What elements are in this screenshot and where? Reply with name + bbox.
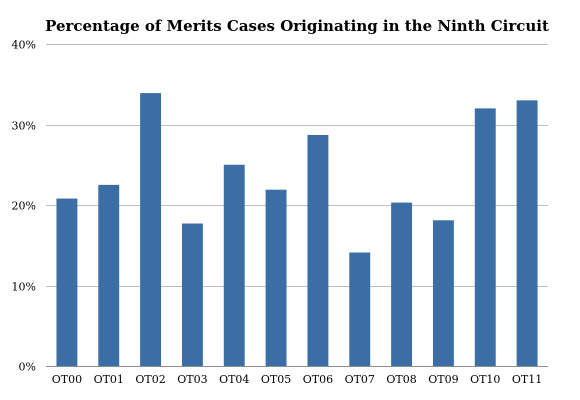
bar-ot06 [307,134,329,366]
x-tick-label: OT02 [135,373,165,386]
chart-title: Percentage of Merits Cases Originating i… [45,17,549,35]
x-tick-label: OT06 [303,373,333,386]
bar-ot00 [56,198,78,366]
x-tick-label: OT08 [386,373,416,386]
bar-ot10 [474,108,496,367]
x-tick-label: OT11 [512,373,542,386]
bars [56,93,538,367]
x-tick-label: OT04 [219,373,249,386]
x-tick-label: OT03 [177,373,207,386]
y-axis-ticks: 0% 10% 20% 30% 40% [12,39,36,374]
x-tick-label: OT09 [428,373,458,386]
x-tick-label: OT01 [94,373,124,386]
bar-ot11 [516,100,538,366]
bar-ot09 [432,220,454,366]
x-tick-label: OT07 [345,373,375,386]
y-tick-label: 10% [12,281,36,294]
bar-ot05 [265,189,287,366]
bar-ot04 [223,164,245,366]
bar-ot08 [391,202,413,366]
bar-ot01 [98,184,120,367]
y-tick-label: 30% [12,120,36,133]
x-tick-label: OT00 [52,373,82,386]
y-tick-label: 20% [12,200,36,213]
bar-ot02 [140,93,162,367]
x-axis-ticks: OT00 OT01 OT02 OT03 OT04 OT05 OT06 OT07 OT08 OT09… [52,373,543,386]
bar-ot07 [349,252,371,366]
y-tick-label: 40% [12,39,36,52]
gridlines [46,44,548,367]
y-tick-label: 0% [19,361,36,374]
x-tick-label: OT10 [470,373,500,386]
bar-ot03 [181,223,203,366]
x-tick-label: OT05 [261,373,291,386]
